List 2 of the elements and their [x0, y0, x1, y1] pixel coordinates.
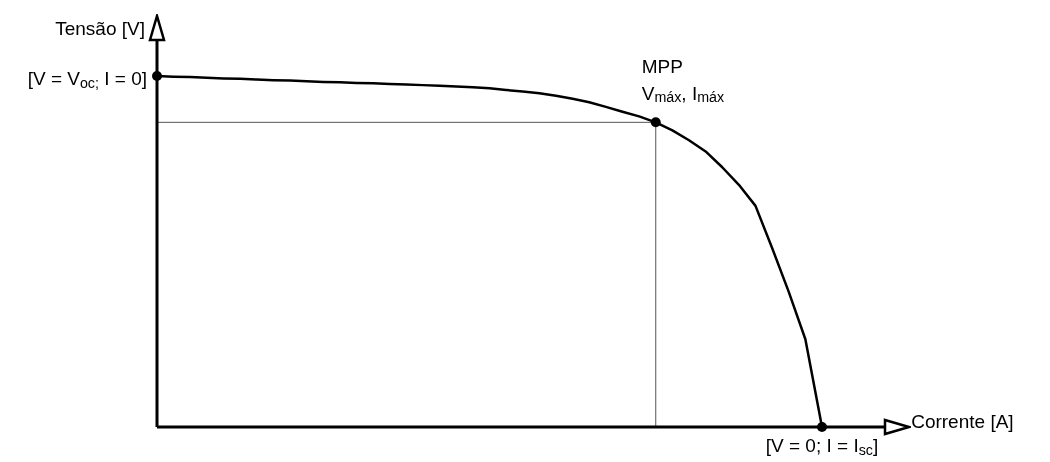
x-axis-title: Corrente [A]	[911, 411, 1014, 433]
y-axis-title: Tensão [V]	[55, 18, 145, 40]
